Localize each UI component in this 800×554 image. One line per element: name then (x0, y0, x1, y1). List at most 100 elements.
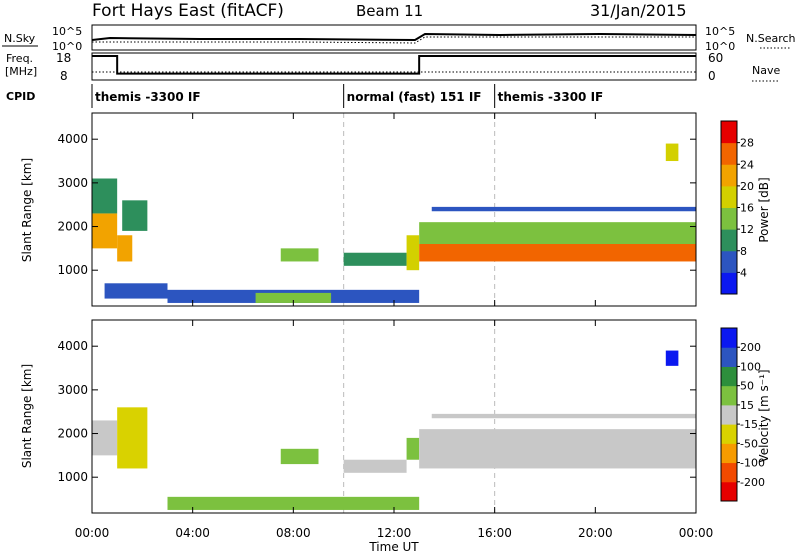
ytick-label: 3000 (57, 383, 88, 397)
xtick-label: 12:00 (377, 526, 412, 540)
echo-region (117, 407, 148, 469)
echo-region (280, 448, 319, 465)
echo-region (431, 413, 696, 419)
velocity-colorbar: -200 -100 -50 -15 15 50 100 200 (720, 327, 765, 502)
nsearch-tick-bottom: 10^0 (705, 40, 735, 53)
colorbar-swatch (721, 272, 737, 295)
power-colorbar: 4 8 12 16 20 24 28 (720, 120, 754, 295)
colorbar-swatch (721, 229, 737, 252)
colorbar-swatch (721, 164, 737, 187)
station-title: Fort Hays East (fitACF) (92, 1, 284, 21)
power-yaxis: 1000 2000 3000 4000 (57, 132, 696, 277)
freq-panel (91, 52, 697, 81)
ytick-label: 4000 (57, 132, 88, 146)
nsearch-tick-top: 10^5 (705, 25, 735, 38)
xtick-label: 00:00 (679, 526, 714, 540)
nave-tick-top: 60 (708, 51, 723, 65)
colorbar-tick-label: 15 (740, 399, 754, 412)
colorbar-swatch (721, 385, 737, 406)
colorbar-tick-label: -15 (740, 418, 758, 431)
nsky-label: N.Sky (4, 32, 36, 45)
xtick-label: 00:00 (75, 526, 110, 540)
echo-region (122, 200, 148, 231)
echo-region (117, 235, 133, 262)
xtick-label: 16:00 (477, 526, 512, 540)
ytick-label: 1000 (57, 263, 88, 277)
nave-label: Nave (752, 64, 780, 77)
xtick-label: 08:00 (276, 526, 311, 540)
power-colorbar-label: Power [dB] (757, 177, 771, 242)
nsearch-label: N.Search (746, 32, 796, 45)
echo-region (343, 252, 407, 266)
colorbar-tick-label: 24 (740, 158, 754, 171)
freq-label: Freq. (6, 52, 33, 65)
time-axis-label: Time UT (368, 540, 419, 554)
cpid-segment-label: normal (fast) 151 IF (347, 90, 482, 104)
freq-unit-label: [MHz] (5, 65, 37, 78)
echo-region (419, 429, 696, 469)
ytick-label: 2000 (57, 427, 88, 441)
xtick-label: 04:00 (175, 526, 210, 540)
beam-label: Beam 11 (356, 2, 423, 20)
ytick-label: 1000 (57, 470, 88, 484)
colorbar-swatch (721, 328, 737, 348)
colorbar-tick-label: 50 (740, 380, 754, 393)
velocity-colorbar-label: Velocity [m s⁻¹] (757, 369, 771, 462)
colorbar-swatch (721, 366, 737, 387)
echo-region (343, 459, 407, 473)
colorbar-tick-label: -50 (740, 437, 758, 450)
colorbar-tick-label: 8 (740, 245, 747, 258)
colorbar-swatch (721, 207, 737, 230)
cpid-segment-label: themis -3300 IF (498, 90, 604, 104)
colorbar-tick-label: -200 (740, 476, 765, 489)
velocity-heatmap (92, 320, 696, 513)
cpid-label: CPID (6, 90, 35, 103)
colorbar-swatch (721, 462, 737, 483)
colorbar-tick-label: 200 (740, 341, 761, 354)
colorbar-swatch (721, 250, 737, 273)
colorbar-tick-label: 4 (740, 266, 747, 279)
echo-region (92, 420, 118, 456)
echo-region (406, 437, 420, 460)
nsky-trace (91, 32, 697, 42)
ytick-label: 2000 (57, 220, 88, 234)
cpid-track: themis -3300 IF normal (fast) 151 IF themi… (91, 84, 604, 108)
echo-region (167, 496, 420, 510)
colorbar-tick-label: 28 (740, 137, 754, 150)
velocity-ylabel: Slant Range [km] (20, 364, 34, 468)
echo-region (665, 350, 679, 366)
echo-region (255, 292, 332, 303)
nsearch-trace (92, 36, 696, 44)
nsky-tick-top: 10^5 (52, 25, 82, 38)
colorbar-swatch (721, 424, 737, 444)
colorbar-tick-label: 20 (740, 180, 754, 193)
nsky-tick-bottom: 10^0 (52, 40, 82, 53)
colorbar-swatch (721, 185, 737, 208)
echo-region (431, 206, 696, 212)
power-heatmap (92, 113, 696, 306)
colorbar-swatch (721, 481, 737, 502)
date-label: 31/Jan/2015 (590, 1, 687, 20)
echo-region (419, 222, 696, 244)
colorbar-tick-label: 12 (740, 223, 754, 236)
ytick-label: 4000 (57, 339, 88, 353)
colorbar-swatch (721, 121, 737, 144)
colorbar-tick-label: -100 (740, 457, 765, 470)
echo-region (665, 143, 679, 162)
colorbar-tick-label: 16 (740, 202, 754, 215)
freq-trace (92, 55, 696, 75)
colorbar-swatch (721, 347, 737, 367)
nave-tick-bottom: 0 (708, 69, 716, 83)
colorbar-swatch (721, 443, 737, 464)
echo-region (92, 213, 118, 249)
colorbar-tick-label: 100 (740, 360, 761, 373)
cpid-segment-label: themis -3300 IF (95, 90, 201, 104)
echo-region (280, 248, 319, 262)
colorbar-frame (720, 327, 738, 502)
colorbar-swatch (721, 404, 737, 425)
echo-region (419, 243, 696, 262)
velocity-yaxis: 1000 2000 3000 4000 (57, 339, 696, 484)
freq-tick-bottom: 8 (60, 69, 68, 83)
xtick-label: 20:00 (578, 526, 613, 540)
